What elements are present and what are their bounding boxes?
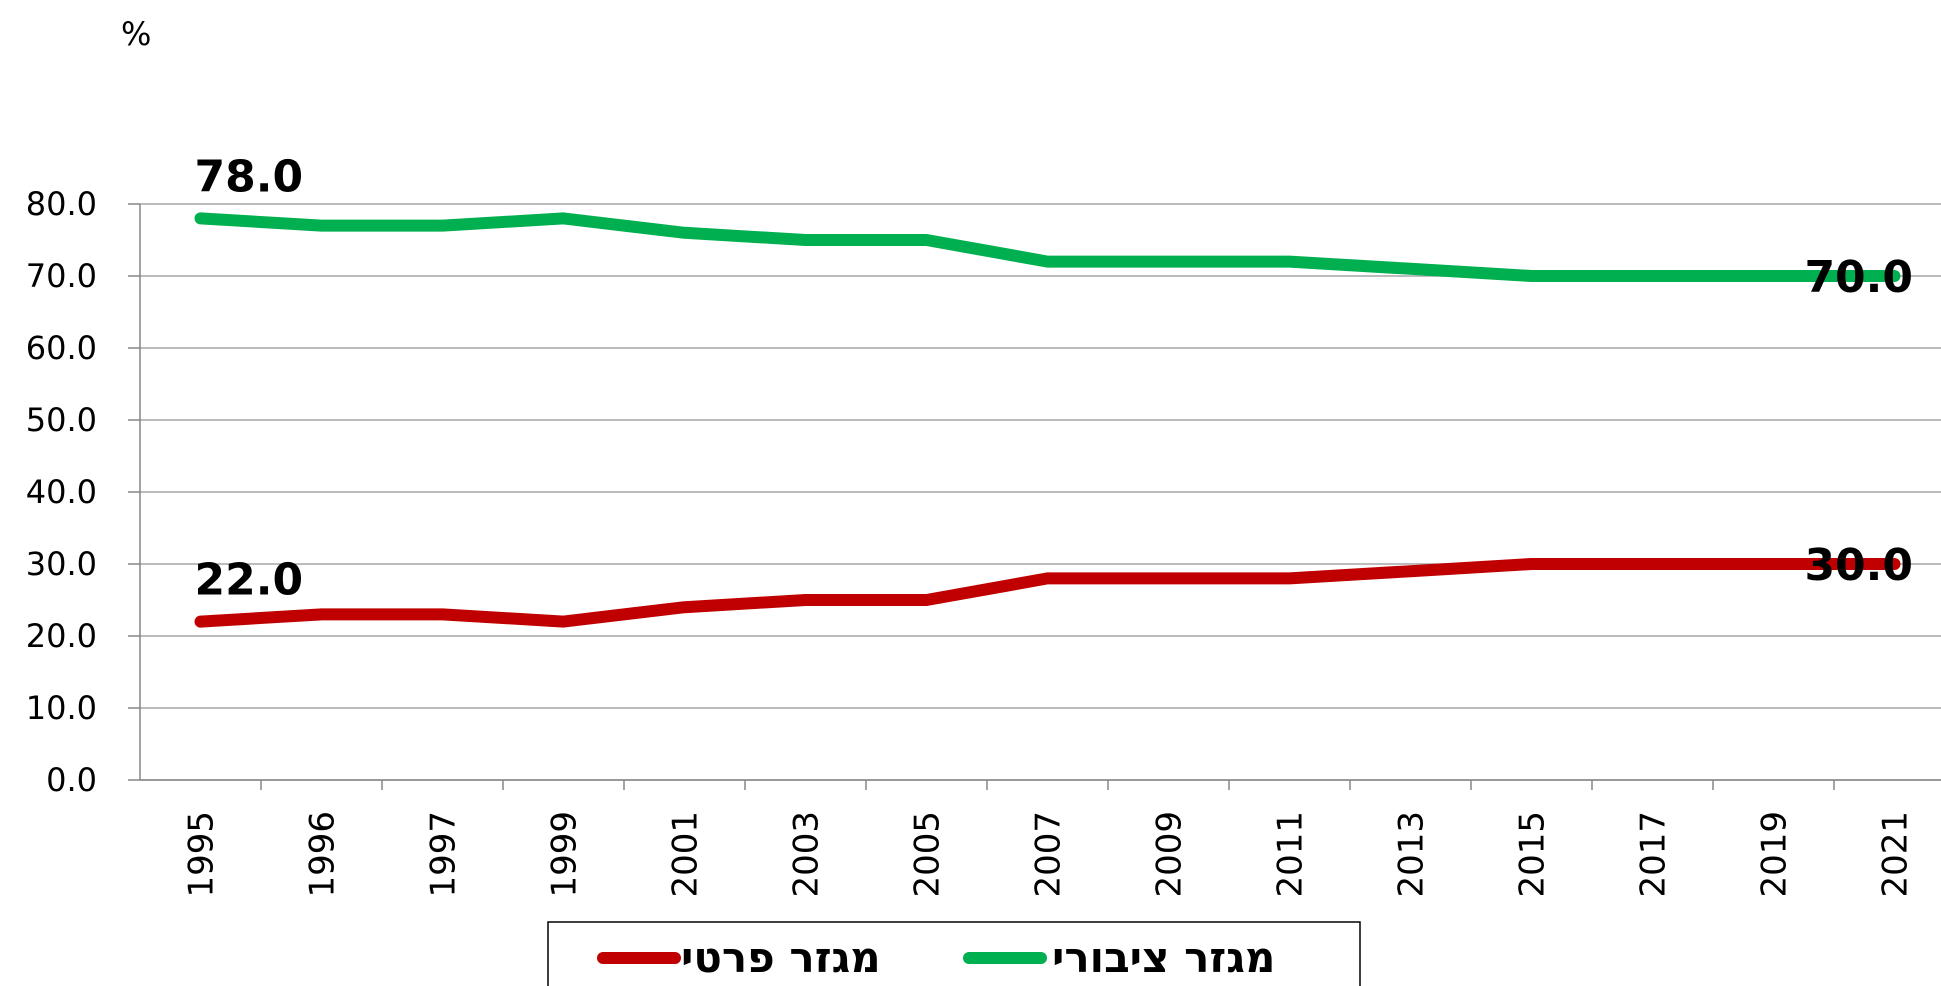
x-tick-label: 1997 bbox=[424, 811, 464, 898]
x-tick-label: 2001 bbox=[666, 811, 706, 898]
x-tick-label: 1999 bbox=[545, 811, 585, 898]
y-tick-label: 10.0 bbox=[26, 689, 97, 727]
x-tick-label: 2013 bbox=[1392, 811, 1432, 898]
series-line bbox=[194, 558, 1901, 628]
y-tick-label: 20.0 bbox=[26, 617, 97, 655]
x-tick-label: 2019 bbox=[1755, 811, 1795, 898]
data-label: 70.0 bbox=[1804, 252, 1913, 303]
y-tick-label: 0.0 bbox=[46, 761, 97, 799]
legend-label: מגזר ציבורי bbox=[1052, 933, 1275, 982]
data-label: 78.0 bbox=[195, 151, 304, 202]
x-tick-label: 2011 bbox=[1271, 811, 1311, 898]
y-tick-label: 30.0 bbox=[26, 545, 97, 583]
y-tick-label: 50.0 bbox=[26, 401, 97, 439]
x-tick-label: 2021 bbox=[1876, 811, 1916, 898]
legend-label: מגזר פרטי bbox=[681, 933, 881, 982]
x-tick-label: 1995 bbox=[182, 811, 222, 898]
x-tick-label: 2005 bbox=[908, 811, 948, 898]
x-tick-label: 2007 bbox=[1029, 811, 1069, 898]
unit-label: % bbox=[121, 15, 151, 53]
x-tick-label: 2017 bbox=[1634, 811, 1674, 898]
x-tick-label: 1996 bbox=[303, 811, 343, 898]
y-tick-label: 60.0 bbox=[26, 329, 97, 367]
x-tick-label: 2015 bbox=[1513, 811, 1553, 898]
x-tick-label: 2009 bbox=[1150, 811, 1190, 898]
y-tick-label: 80.0 bbox=[26, 185, 97, 223]
data-label: 30.0 bbox=[1804, 540, 1913, 591]
series-line bbox=[194, 212, 1901, 282]
legend-box bbox=[547, 921, 1361, 986]
y-tick-label: 40.0 bbox=[26, 473, 97, 511]
data-label: 22.0 bbox=[195, 555, 304, 606]
x-tick-label: 2003 bbox=[787, 811, 827, 898]
y-tick-label: 70.0 bbox=[26, 257, 97, 295]
